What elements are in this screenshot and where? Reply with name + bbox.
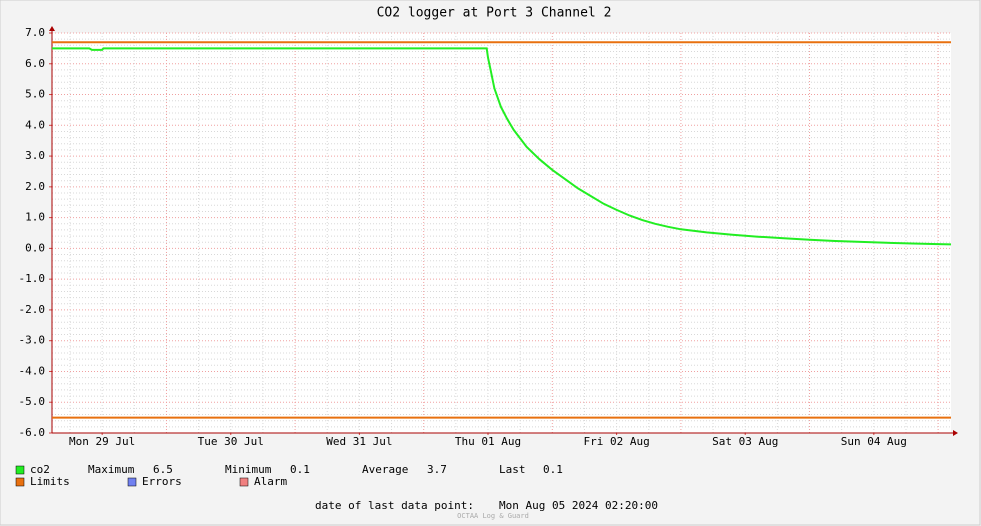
stat-label: Maximum xyxy=(88,463,135,476)
legend-label: Errors xyxy=(142,475,182,488)
watermark: OCTAA Log & Guard xyxy=(457,512,529,520)
stat-value: 0.1 xyxy=(543,463,563,476)
legend-swatch xyxy=(127,477,137,487)
stat-label: Minimum xyxy=(225,463,272,476)
y-tick-label: -4.0 xyxy=(19,364,46,377)
y-tick-label: 7.0 xyxy=(25,26,45,39)
data-line xyxy=(52,47,952,246)
stat-value: 3.7 xyxy=(427,463,447,476)
x-tick-label: Tue 30 Jul xyxy=(198,435,264,448)
y-tick-label: 6.0 xyxy=(25,57,45,70)
plot-area xyxy=(52,33,951,433)
x-axis-arrow xyxy=(953,430,958,436)
legend-swatch xyxy=(15,465,25,475)
y-tick-label: -5.0 xyxy=(19,395,46,408)
y-tick-label: -1.0 xyxy=(19,272,46,285)
y-tick-label: 0.0 xyxy=(25,241,45,254)
stat-label: Average xyxy=(362,463,408,476)
y-tick-label: 2.0 xyxy=(25,180,45,193)
x-tick-label: Fri 02 Aug xyxy=(583,435,649,448)
chart-title: CO2 logger at Port 3 Channel 2 xyxy=(377,6,612,21)
x-tick-label: Thu 01 Aug xyxy=(455,435,521,448)
stat-label: Last xyxy=(499,463,526,476)
legend-swatch xyxy=(239,477,249,487)
legend-label: co2 xyxy=(30,463,50,476)
legend-label: Alarm xyxy=(254,475,287,488)
stat-value: 0.1 xyxy=(290,463,310,476)
stat-value: 6.5 xyxy=(153,463,173,476)
x-tick-label: Mon 29 Jul xyxy=(69,435,135,448)
y-tick-label: 3.0 xyxy=(25,149,45,162)
y-axis-arrow xyxy=(49,26,55,31)
y-tick-label: 1.0 xyxy=(25,211,45,224)
x-tick-label: Sat 03 Aug xyxy=(712,435,778,448)
legend-label: Limits xyxy=(30,475,70,488)
y-tick-label: 4.0 xyxy=(25,118,45,131)
legend-swatch xyxy=(15,477,25,487)
footer-date: Mon Aug 05 2024 02:20:00 xyxy=(499,499,658,512)
footer-label: date of last data point: xyxy=(315,499,474,512)
y-tick-label: -6.0 xyxy=(19,426,46,439)
x-tick-label: Wed 31 Jul xyxy=(326,435,392,448)
y-tick-label: -2.0 xyxy=(19,303,46,316)
x-tick-label: Sun 04 Aug xyxy=(841,435,907,448)
y-tick-label: -3.0 xyxy=(19,334,46,347)
y-tick-label: 5.0 xyxy=(25,88,45,101)
